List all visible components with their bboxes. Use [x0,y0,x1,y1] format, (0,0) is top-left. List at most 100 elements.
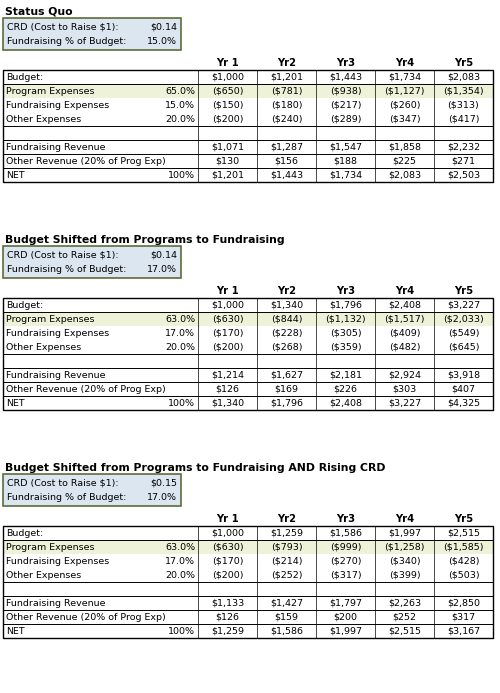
Text: ($1,354): ($1,354) [443,87,484,96]
Text: $1,734: $1,734 [329,170,362,179]
Text: Fundraising % of Budget:: Fundraising % of Budget: [7,493,126,502]
Bar [3,298,493,410]
Text: ($228): ($228) [271,328,302,337]
Text: 100%: 100% [168,398,195,407]
Text: ($289): ($289) [330,114,361,123]
Bar [3,84,493,98]
Text: ($359): ($359) [330,342,362,351]
Text: NET: NET [6,398,25,407]
Text: $1,201: $1,201 [270,73,303,82]
Text: Fundraising % of Budget:: Fundraising % of Budget: [7,265,126,274]
Text: $0.14: $0.14 [150,22,177,31]
Text: $2,263: $2,263 [388,599,421,608]
Text: ($399): ($399) [388,570,420,579]
Text: $1,627: $1,627 [270,371,303,380]
Text: $188: $188 [334,157,357,166]
Text: Other Expenses: Other Expenses [6,342,81,351]
Text: Yr3: Yr3 [336,514,355,524]
Text: ($844): ($844) [271,315,302,324]
Text: ($482): ($482) [389,342,420,351]
Text: 63.0%: 63.0% [165,543,195,552]
Text: ($260): ($260) [389,100,420,109]
Text: $3,227: $3,227 [388,398,421,407]
Text: $130: $130 [216,157,240,166]
Text: Yr3: Yr3 [336,58,355,68]
Text: $4,325: $4,325 [447,398,480,407]
Text: ($347): ($347) [388,114,420,123]
Text: Yr4: Yr4 [395,286,414,296]
Text: $1,000: $1,000 [211,529,244,538]
Text: ($999): ($999) [330,543,361,552]
Text: 100%: 100% [168,626,195,635]
Text: $303: $303 [392,385,416,394]
Text: $3,167: $3,167 [447,626,480,635]
Text: ($268): ($268) [271,342,302,351]
Text: 65.0%: 65.0% [165,87,195,96]
Text: Budget:: Budget: [6,529,44,538]
Text: $1,214: $1,214 [211,371,244,380]
Text: $1,000: $1,000 [211,73,244,82]
Text: $1,133: $1,133 [211,599,244,608]
Text: $169: $169 [274,385,298,394]
Text: $1,443: $1,443 [329,73,362,82]
Text: Yr 1: Yr 1 [216,286,239,296]
Text: $2,924: $2,924 [388,371,421,380]
Text: ($2,033): ($2,033) [443,315,484,324]
Text: $225: $225 [392,157,416,166]
Text: 17.0%: 17.0% [147,493,177,502]
Text: ($170): ($170) [212,556,243,565]
Text: $2,232: $2,232 [447,143,480,152]
Text: Yr4: Yr4 [395,58,414,68]
Text: 15.0%: 15.0% [147,37,177,46]
Text: Budget Shifted from Programs to Fundraising: Budget Shifted from Programs to Fundrais… [5,235,284,245]
Text: ($1,127): ($1,127) [384,87,425,96]
Text: ($200): ($200) [212,114,243,123]
Text: Yr2: Yr2 [277,286,296,296]
Text: Budget:: Budget: [6,301,44,310]
Text: ($549): ($549) [448,328,479,337]
Text: ($313): ($313) [448,100,480,109]
Text: NET: NET [6,626,25,635]
Text: ($317): ($317) [330,570,362,579]
Text: ($503): ($503) [448,570,480,579]
Text: Yr5: Yr5 [454,58,473,68]
Text: ($1,132): ($1,132) [325,315,366,324]
Text: Fundraising % of Budget:: Fundraising % of Budget: [7,37,126,46]
Text: ($240): ($240) [271,114,302,123]
Text: $2,515: $2,515 [447,529,480,538]
Bar [3,526,493,638]
Text: $1,287: $1,287 [270,143,303,152]
Text: $271: $271 [452,157,475,166]
Text: ($217): ($217) [330,100,361,109]
Text: $2,408: $2,408 [329,398,362,407]
Text: NET: NET [6,170,25,179]
Bar [3,312,493,326]
Text: $1,796: $1,796 [270,398,303,407]
Text: ($150): ($150) [212,100,243,109]
Text: $1,586: $1,586 [270,626,303,635]
Text: ($793): ($793) [270,543,302,552]
Text: ($630): ($630) [212,315,244,324]
Text: ($1,517): ($1,517) [384,315,425,324]
Text: Fundraising Expenses: Fundraising Expenses [6,328,109,337]
Text: Other Revenue (20% of Prog Exp): Other Revenue (20% of Prog Exp) [6,157,166,166]
Text: $2,181: $2,181 [329,371,362,380]
Text: Budget Shifted from Programs to Fundraising AND Rising CRD: Budget Shifted from Programs to Fundrais… [5,463,386,473]
Text: $252: $252 [392,613,416,622]
Text: Yr5: Yr5 [454,286,473,296]
Text: CRD (Cost to Raise $1):: CRD (Cost to Raise $1): [7,250,118,259]
Bar [3,246,181,278]
Text: $1,997: $1,997 [329,626,362,635]
Text: 100%: 100% [168,170,195,179]
Text: Yr 1: Yr 1 [216,58,239,68]
Text: $0.15: $0.15 [150,478,177,487]
Text: $3,918: $3,918 [447,371,480,380]
Text: ($428): ($428) [448,556,479,565]
Text: Yr3: Yr3 [336,286,355,296]
Text: ($938): ($938) [330,87,362,96]
Text: ($417): ($417) [448,114,479,123]
Text: $2,408: $2,408 [388,301,421,310]
Text: $226: $226 [334,385,357,394]
Text: ($645): ($645) [448,342,479,351]
Text: ($252): ($252) [271,570,302,579]
